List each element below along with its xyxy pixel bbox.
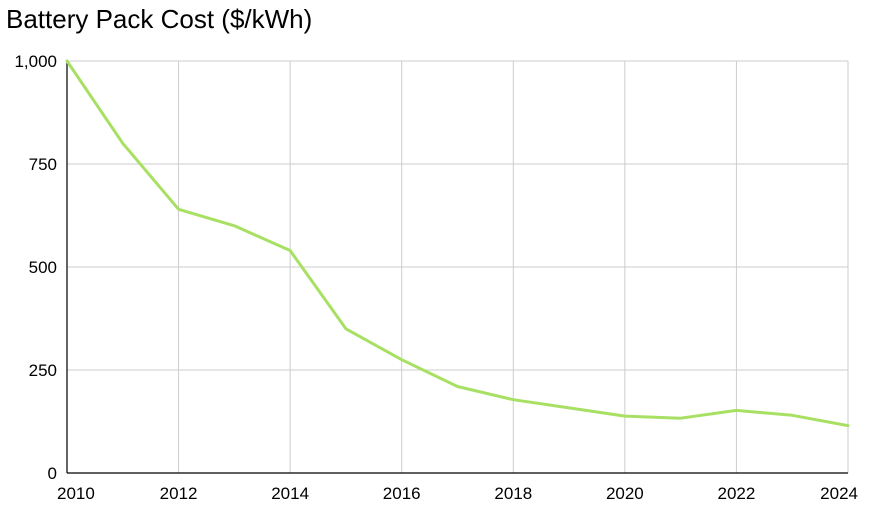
y-tick-label: 0 — [48, 464, 57, 483]
x-tick-label: 2014 — [271, 484, 309, 503]
y-tick-label: 1,000 — [14, 52, 57, 71]
y-tick-label: 750 — [29, 155, 57, 174]
chart-title: Battery Pack Cost ($/kWh) — [6, 4, 313, 34]
x-tick-label: 2024 — [820, 484, 858, 503]
series-line — [65, 59, 850, 428]
axes — [66, 61, 848, 474]
y-tick-label: 500 — [29, 258, 57, 277]
x-tick-label: 2020 — [606, 484, 644, 503]
series-group — [65, 59, 850, 428]
x-tick-label: 2018 — [494, 484, 532, 503]
x-tick-label: 2022 — [718, 484, 756, 503]
x-tick-label: 2010 — [57, 484, 95, 503]
x-tick-labels: 2010 2012 2014 2016 2018 2020 2022 2024 — [57, 484, 858, 503]
x-tick-label: 2012 — [160, 484, 198, 503]
grid-lines — [67, 60, 849, 473]
y-tick-label: 250 — [29, 361, 57, 380]
y-tick-labels: 0 250 500 750 1,000 — [14, 52, 57, 483]
x-tick-label: 2016 — [383, 484, 421, 503]
